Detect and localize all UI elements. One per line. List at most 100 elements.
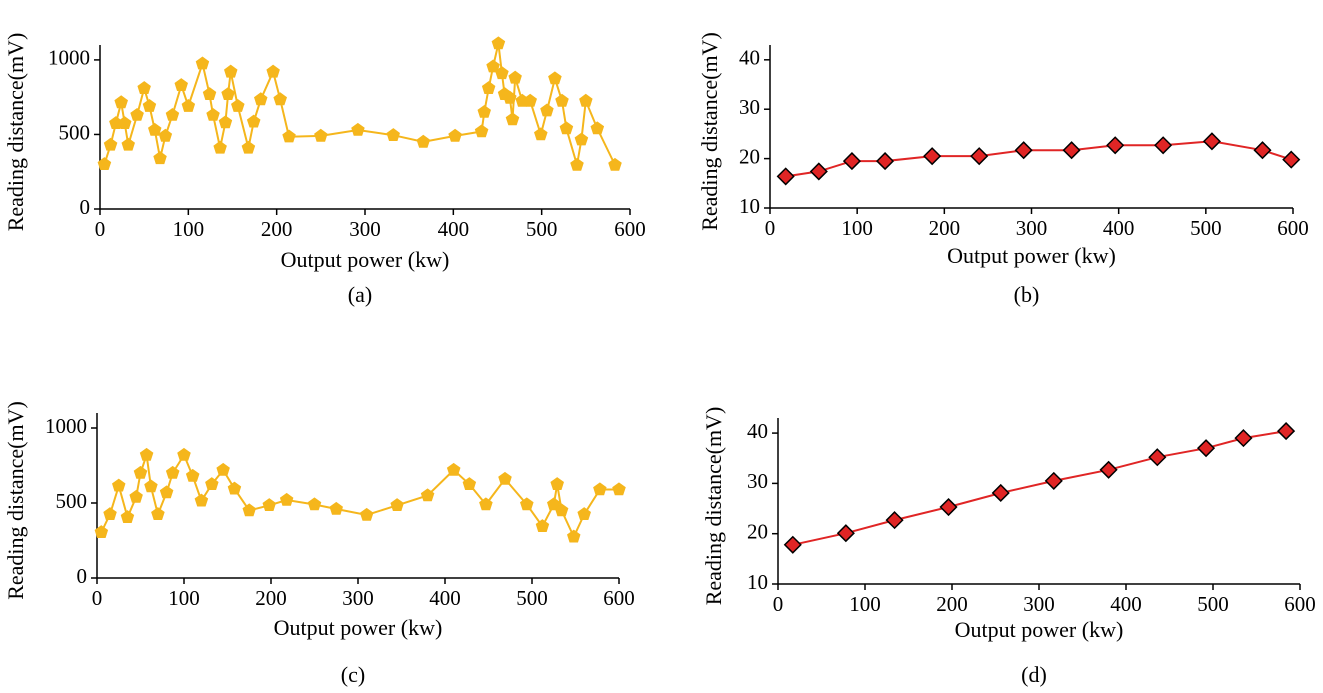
x-tick-label: 200 xyxy=(261,217,293,241)
data-point xyxy=(1196,439,1216,458)
data-point xyxy=(213,140,227,154)
x-tick-label: 100 xyxy=(173,217,205,241)
data-point xyxy=(448,128,462,142)
data-point xyxy=(1014,141,1033,160)
data-point xyxy=(534,127,548,141)
data-point xyxy=(174,78,188,91)
data-point xyxy=(314,128,328,142)
data-point xyxy=(783,535,802,554)
data-point xyxy=(246,114,261,128)
data-point xyxy=(262,498,276,511)
data-point xyxy=(885,511,904,530)
data-point xyxy=(112,478,126,492)
data-line xyxy=(103,43,616,166)
caption: (d) xyxy=(1021,662,1047,687)
data-point xyxy=(114,95,128,109)
data-point xyxy=(359,507,374,521)
y-tick-label: 1000 xyxy=(48,46,90,70)
data-point xyxy=(224,64,238,78)
y-axis-label: Reading distance(mV) xyxy=(697,32,722,231)
data-point xyxy=(195,56,210,70)
data-point xyxy=(103,507,117,520)
data-point xyxy=(486,59,500,73)
data-point xyxy=(1044,471,1063,490)
x-tick-label: 600 xyxy=(1277,216,1309,240)
y-tick-label: 40 xyxy=(739,46,760,70)
data-point xyxy=(574,132,589,146)
data-point xyxy=(151,507,165,520)
y-tick-label: 20 xyxy=(739,144,760,168)
data-point xyxy=(970,147,989,166)
x-tick-label: 400 xyxy=(429,586,461,610)
data-point xyxy=(416,134,431,148)
data-point xyxy=(842,152,861,171)
data-point xyxy=(477,104,491,118)
data-point xyxy=(1106,136,1125,155)
data-point xyxy=(1253,141,1272,160)
data-point xyxy=(481,81,496,94)
data-point xyxy=(165,107,180,121)
data-point xyxy=(991,483,1010,503)
data-point xyxy=(279,492,294,506)
caption: (c) xyxy=(341,662,365,687)
caption: (b) xyxy=(1014,282,1040,307)
y-tick-label: 500 xyxy=(59,120,91,144)
data-point xyxy=(254,92,268,106)
y-tick-label: 500 xyxy=(56,489,88,513)
x-tick-label: 0 xyxy=(92,586,103,610)
y-axis-label: Reading distance(mV) xyxy=(3,401,28,600)
x-tick-label: 200 xyxy=(936,592,968,616)
x-tick-label: 600 xyxy=(614,217,646,241)
data-point xyxy=(218,115,233,129)
data-point xyxy=(523,93,537,107)
data-point xyxy=(137,81,151,94)
x-tick-label: 0 xyxy=(773,592,784,616)
data-point xyxy=(608,157,622,171)
x-tick-label: 300 xyxy=(342,586,374,610)
data-point xyxy=(550,477,564,490)
data-point xyxy=(836,524,855,543)
data-point xyxy=(1282,150,1301,169)
data-point xyxy=(177,447,191,461)
x-axis-label: Output power (kw) xyxy=(955,617,1124,642)
data-point xyxy=(181,98,196,112)
data-point xyxy=(148,122,162,136)
y-tick-label: 10 xyxy=(739,194,760,218)
y-tick-label: 20 xyxy=(747,520,768,544)
data-point xyxy=(266,64,280,78)
data-point xyxy=(329,501,343,515)
data-point xyxy=(159,485,174,499)
data-point xyxy=(1154,136,1173,155)
y-tick-label: 10 xyxy=(747,570,768,594)
y-tick-label: 0 xyxy=(77,564,88,588)
data-point xyxy=(307,497,322,511)
y-axis-label: Reading distance(mV) xyxy=(3,33,28,232)
data-point xyxy=(570,157,584,171)
data-point xyxy=(875,152,895,171)
x-tick-label: 100 xyxy=(168,586,200,610)
x-tick-label: 500 xyxy=(526,217,558,241)
data-point xyxy=(242,503,256,517)
data-point xyxy=(185,468,200,482)
data-point xyxy=(129,489,143,503)
data-point xyxy=(579,93,593,107)
data-point xyxy=(555,93,569,107)
data-point xyxy=(508,70,522,84)
data-point xyxy=(130,107,144,121)
x-tick-label: 0 xyxy=(95,217,106,241)
x-axis-label: Output power (kw) xyxy=(281,247,450,272)
data-point xyxy=(94,525,109,538)
data-point xyxy=(153,151,167,165)
data-point xyxy=(503,90,517,104)
data-point xyxy=(577,507,591,520)
y-tick-label: 30 xyxy=(747,469,768,493)
data-point xyxy=(462,477,477,490)
data-point xyxy=(548,71,562,85)
data-point xyxy=(593,482,607,496)
data-point xyxy=(446,462,461,476)
data-point xyxy=(118,116,132,129)
x-tick-label: 600 xyxy=(1284,592,1316,616)
data-point xyxy=(776,167,795,186)
x-tick-label: 300 xyxy=(349,217,381,241)
data-point xyxy=(559,121,574,135)
